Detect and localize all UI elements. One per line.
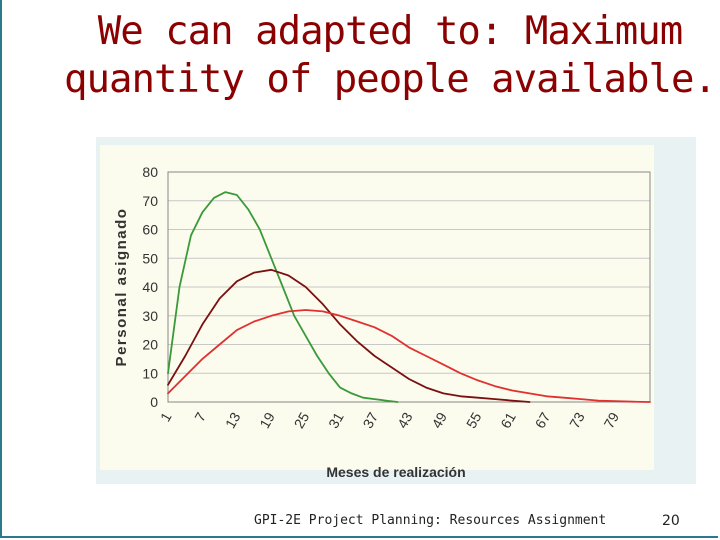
y-tick-label: 30	[142, 308, 158, 324]
series-line-2	[167, 268, 531, 403]
y-tick-label: 60	[142, 222, 158, 238]
y-tick-label: 50	[142, 250, 158, 266]
x-tick-label: 31	[325, 409, 347, 431]
y-axis-label: Personal asignado	[113, 208, 130, 367]
series-line-3	[167, 309, 651, 403]
plot-area	[167, 171, 651, 403]
x-tick-label: 73	[566, 409, 588, 431]
y-axis-ticks: 0 10 20 30 40 50 60 70 80	[142, 164, 158, 410]
footer-text: GPI-2E Project Planning: Resources Assig…	[254, 513, 607, 528]
chart-frame: 0 10 20 30 40 50 60 70 80 1 7 13 19 25 31 37 43 49 55 61 67…	[96, 137, 696, 484]
y-tick-label: 0	[150, 394, 158, 410]
x-tick-label: 67	[532, 409, 554, 431]
title-line-1: We can adapted to: Maximum	[97, 9, 683, 54]
y-tick-label: 40	[142, 279, 158, 295]
x-axis-ticks: 1 7 13 19 25 31 37 43 49 55 61 67 73 79	[157, 409, 622, 431]
y-tick-label: 70	[142, 193, 158, 209]
x-tick-label: 13	[222, 409, 244, 431]
series-line-1	[167, 191, 399, 403]
y-tick-label: 80	[142, 164, 158, 180]
x-axis-label: Meses de realización	[326, 464, 465, 480]
slide-title: We can adapted to: Maximum quantity of p…	[40, 8, 720, 104]
x-tick-label: 79	[601, 409, 623, 431]
title-line-2: quantity of people available.	[64, 57, 717, 102]
x-tick-label: 25	[291, 409, 313, 431]
y-tick-label: 20	[142, 337, 158, 353]
chart-paper	[100, 145, 654, 470]
x-tick-label: 19	[256, 409, 278, 431]
y-tick-label: 10	[142, 365, 158, 381]
x-tick-label: 43	[394, 409, 416, 431]
x-tick-label: 37	[360, 409, 382, 431]
page-number: 20	[662, 513, 680, 529]
x-tick-label: 61	[497, 409, 519, 431]
x-tick-label: 49	[428, 409, 450, 431]
x-tick-label: 55	[463, 409, 485, 431]
series-lines	[167, 191, 651, 403]
